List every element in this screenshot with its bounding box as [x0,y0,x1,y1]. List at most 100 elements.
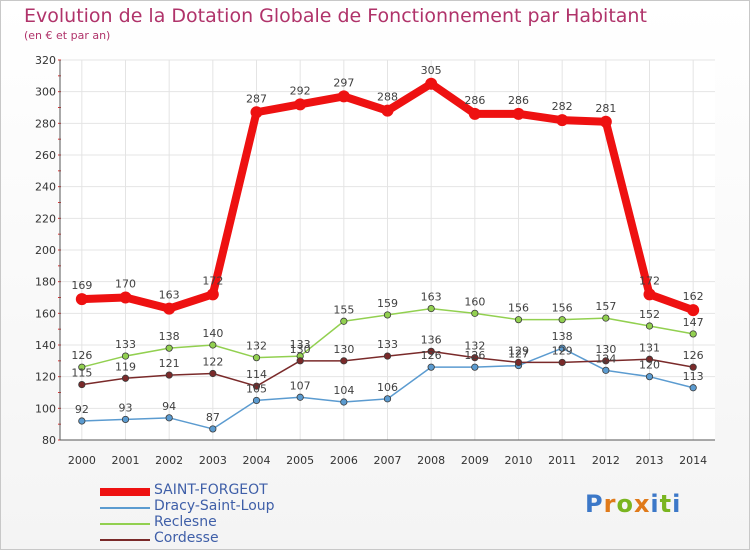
data-point [512,107,525,120]
legend-swatch [100,523,150,525]
data-label: 172 [202,274,223,287]
y-tick-label: 240 [35,181,56,194]
logo-letter: r [603,490,617,518]
data-label: 138 [159,330,180,343]
data-label: 130 [290,343,311,356]
data-point [471,363,479,371]
data-point [337,90,350,103]
data-label: 126 [464,349,485,362]
data-label: 170 [115,278,136,291]
data-label: 140 [202,327,223,340]
data-point [689,384,697,392]
data-point [425,77,438,90]
data-label: 287 [246,92,267,105]
y-tick-label: 160 [35,307,56,320]
data-point [427,304,435,313]
y-tick-label: 180 [35,276,56,289]
legend-label: Reclesne [154,514,217,530]
data-point [340,398,348,406]
data-label: 163 [421,291,442,304]
data-label: 156 [508,302,529,315]
data-point [252,396,261,405]
data-point [121,374,130,382]
data-point [383,311,392,319]
data-label: 305 [421,64,442,77]
data-label: 114 [246,368,267,381]
data-label: 282 [552,100,573,113]
data-label: 106 [377,381,398,394]
data-label: 156 [552,302,573,315]
data-label: 138 [552,330,573,343]
data-point [602,314,610,322]
x-tick-label: 2000 [68,454,96,467]
data-point [296,393,304,401]
data-label: 157 [595,300,616,313]
data-point [687,304,700,317]
data-point [209,425,217,433]
data-label: 172 [639,274,660,287]
data-label: 163 [159,289,180,302]
data-label: 92 [75,403,89,416]
data-point [206,288,219,301]
data-point [165,414,173,422]
data-label: 87 [206,411,220,424]
data-point [471,309,479,317]
data-label: 288 [377,91,398,104]
data-label: 93 [119,401,133,414]
data-point [250,106,263,119]
x-tick-label: 2010 [505,454,533,467]
data-label: 169 [71,279,92,292]
data-label: 120 [639,359,660,372]
x-tick-label: 2004 [243,454,271,467]
data-point [78,363,86,371]
x-tick-label: 2011 [548,454,576,467]
data-label: 115 [71,367,92,380]
data-point [599,115,612,128]
data-label: 281 [595,102,616,115]
data-point [427,347,435,355]
y-tick-label: 220 [35,212,56,225]
data-point [602,366,610,374]
data-point [556,114,569,127]
data-label: 131 [639,341,660,354]
data-label: 119 [115,360,136,373]
data-point [78,380,86,389]
x-tick-label: 2009 [461,454,489,467]
legend-label: Dracy-Saint-Loup [154,498,275,514]
data-label: 127 [508,348,529,361]
data-label: 292 [290,84,311,97]
data-point [383,395,392,403]
data-label: 113 [683,370,704,383]
logo-letter: x [633,490,651,518]
x-tick-label: 2005 [286,454,314,467]
data-point [514,316,523,324]
data-label: 297 [333,76,354,89]
data-label: 129 [552,344,573,357]
data-point [602,357,610,365]
data-point [645,322,654,330]
data-label: 162 [683,290,704,303]
data-label: 136 [421,333,442,346]
data-point [643,288,656,301]
data-point [209,341,217,349]
data-point [645,373,654,381]
data-label: 286 [464,94,485,107]
data-label: 105 [246,382,267,395]
data-point [294,98,307,111]
data-label: 126 [71,349,92,362]
x-tick-label: 2008 [417,454,445,467]
data-point [163,302,176,315]
data-label: 121 [159,357,180,370]
y-tick-label: 200 [35,244,56,257]
x-tick-label: 2012 [592,454,620,467]
x-tick-label: 2002 [155,454,183,467]
data-label: 126 [421,349,442,362]
data-point [296,357,304,365]
data-point [121,415,130,424]
data-point [119,291,132,304]
y-tick-label: 320 [35,54,56,67]
data-point [121,352,130,360]
legend-swatch [100,507,150,509]
proxiti-logo: Proxiti [585,490,681,518]
